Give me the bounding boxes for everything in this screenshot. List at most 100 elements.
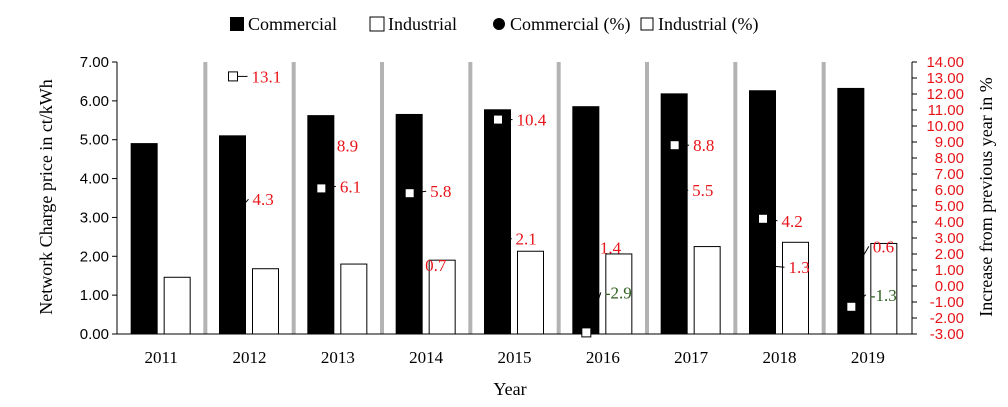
y2-tick-label: 0.00 [935, 278, 964, 295]
marker-commercial-pct [492, 246, 503, 258]
legend-entry: Commercial [248, 14, 337, 34]
bar-commercial [572, 106, 600, 335]
marker-commercial-pct [845, 270, 857, 282]
y2-axis-label: Increase from previous year in % [976, 77, 996, 316]
marker-commercial-pct [580, 258, 592, 270]
y-tick-label: 7.00 [80, 54, 109, 71]
bar-commercial [219, 135, 246, 335]
y2-tick-label: 5.00 [935, 198, 964, 215]
leader-line [586, 292, 602, 333]
data-labels: 4.3 13.1 8.9 6.1 0.7 5.8 2.1 10.4 1.4 -2.9 5.5 8.8 1… [252, 67, 897, 304]
legend-entry: Commercial (%) [510, 14, 630, 35]
marker-industrial-pct [758, 213, 768, 224]
bar-industrial [517, 250, 544, 335]
leader-line [850, 246, 870, 277]
marker-commercial-pct [403, 269, 415, 281]
data-label: -1.3 [870, 286, 897, 305]
marker-industrial-pct [493, 114, 503, 125]
data-label: 4.2 [782, 212, 803, 231]
data-label: 2.1 [516, 229, 537, 248]
x-tick-label: 2014 [409, 348, 444, 367]
y2-tick-label: 9.00 [935, 134, 964, 151]
bars [130, 87, 898, 335]
x-tick-label: 2013 [321, 348, 355, 367]
y2-tick-label: 10.00 [926, 118, 964, 135]
bar-industrial [870, 242, 898, 335]
y2-tick-label: 13.00 [926, 70, 964, 87]
legend-swatch-commercial [230, 17, 244, 31]
marker-industrial-pct [316, 183, 327, 194]
y2-tick-label: 4.00 [935, 214, 964, 231]
y2-tick-label: 2.00 [935, 246, 964, 263]
legend-swatch-industrial [369, 16, 385, 32]
bar-commercial [660, 93, 688, 335]
legend-swatch-industrial-pct [640, 17, 654, 31]
y-tick-label: 1.00 [80, 287, 109, 304]
y2-tick-label: 6.00 [935, 182, 964, 199]
y2-tick-label: 3.00 [935, 230, 964, 247]
x-tick-label: 2019 [851, 348, 885, 367]
legend: Commercial Industrial Commercial (%) Indust… [230, 14, 758, 35]
marker-commercial-pct [668, 192, 680, 204]
x-tick-label: 2015 [498, 348, 532, 367]
marker-industrial-pct [404, 188, 415, 199]
marker-industrial-pct [669, 140, 680, 151]
y-tick-label: 5.00 [80, 132, 109, 149]
marker-industrial-pct [581, 327, 592, 338]
data-label: 5.5 [692, 181, 713, 200]
data-label: 4.3 [253, 190, 274, 209]
axes: 2011 2012 2013 2014 2015 2016 2017 2018 2019 0.00… [80, 54, 964, 367]
x-tick-label: 2011 [144, 348, 177, 367]
data-label: 0.6 [873, 237, 894, 256]
markers [227, 71, 857, 338]
y2-tick-label: -2.00 [930, 310, 964, 327]
bar-commercial [395, 113, 423, 335]
bar-commercial [307, 115, 335, 335]
bar-commercial [484, 109, 511, 335]
data-label: 8.9 [337, 137, 358, 156]
y2-tick-label: 11.00 [928, 102, 964, 119]
y2-tick-label: -1.00 [930, 294, 964, 311]
y-tick-label: 0.00 [80, 326, 109, 343]
legend-entry: Industrial [388, 14, 457, 34]
y-tick-label: 6.00 [80, 93, 109, 110]
data-label: 13.1 [252, 67, 282, 86]
marker-commercial-pct [227, 211, 238, 223]
x-tick-label: 2018 [763, 348, 797, 367]
data-label: 10.4 [517, 111, 547, 130]
y2-tick-label: 8.00 [935, 150, 964, 167]
y2-tick-label: 7.00 [935, 166, 964, 183]
data-label: 6.1 [340, 177, 361, 196]
legend-swatch-commercial-pct [493, 18, 505, 30]
y2-tick-label: 12.00 [926, 86, 964, 103]
x-axis-label: Year [493, 379, 526, 399]
bar-commercial [749, 90, 776, 335]
category-separators [203, 62, 826, 334]
marker-commercial-pct [757, 259, 768, 271]
y-tick-label: 4.00 [80, 171, 109, 188]
legend-entry: Industrial (%) [658, 14, 758, 35]
data-label: 0.7 [425, 256, 447, 275]
bar-industrial [340, 263, 368, 335]
x-tick-label: 2017 [674, 348, 709, 367]
y-axis-label: Network Charge price in ct/kWh [36, 79, 56, 315]
bar-industrial [163, 276, 191, 335]
data-label: 8.8 [693, 136, 714, 155]
y-tick-label: 2.00 [80, 248, 109, 265]
data-label: 1.3 [789, 258, 810, 277]
y2-tick-label: -3.00 [930, 326, 964, 343]
y2-tick-label: 1.00 [935, 262, 964, 279]
data-label: 5.8 [430, 182, 451, 201]
bar-commercial [837, 87, 865, 335]
x-tick-label: 2012 [233, 348, 267, 367]
bar-industrial [693, 246, 721, 335]
bar-commercial [130, 143, 158, 335]
data-label: -2.9 [605, 283, 632, 302]
marker-industrial-pct [846, 301, 857, 312]
y-tick-label: 3.00 [80, 209, 109, 226]
marker-industrial-pct [228, 71, 238, 82]
bar-industrial [428, 259, 456, 335]
x-tick-label: 2016 [586, 348, 620, 367]
data-label: 1.4 [600, 239, 622, 258]
